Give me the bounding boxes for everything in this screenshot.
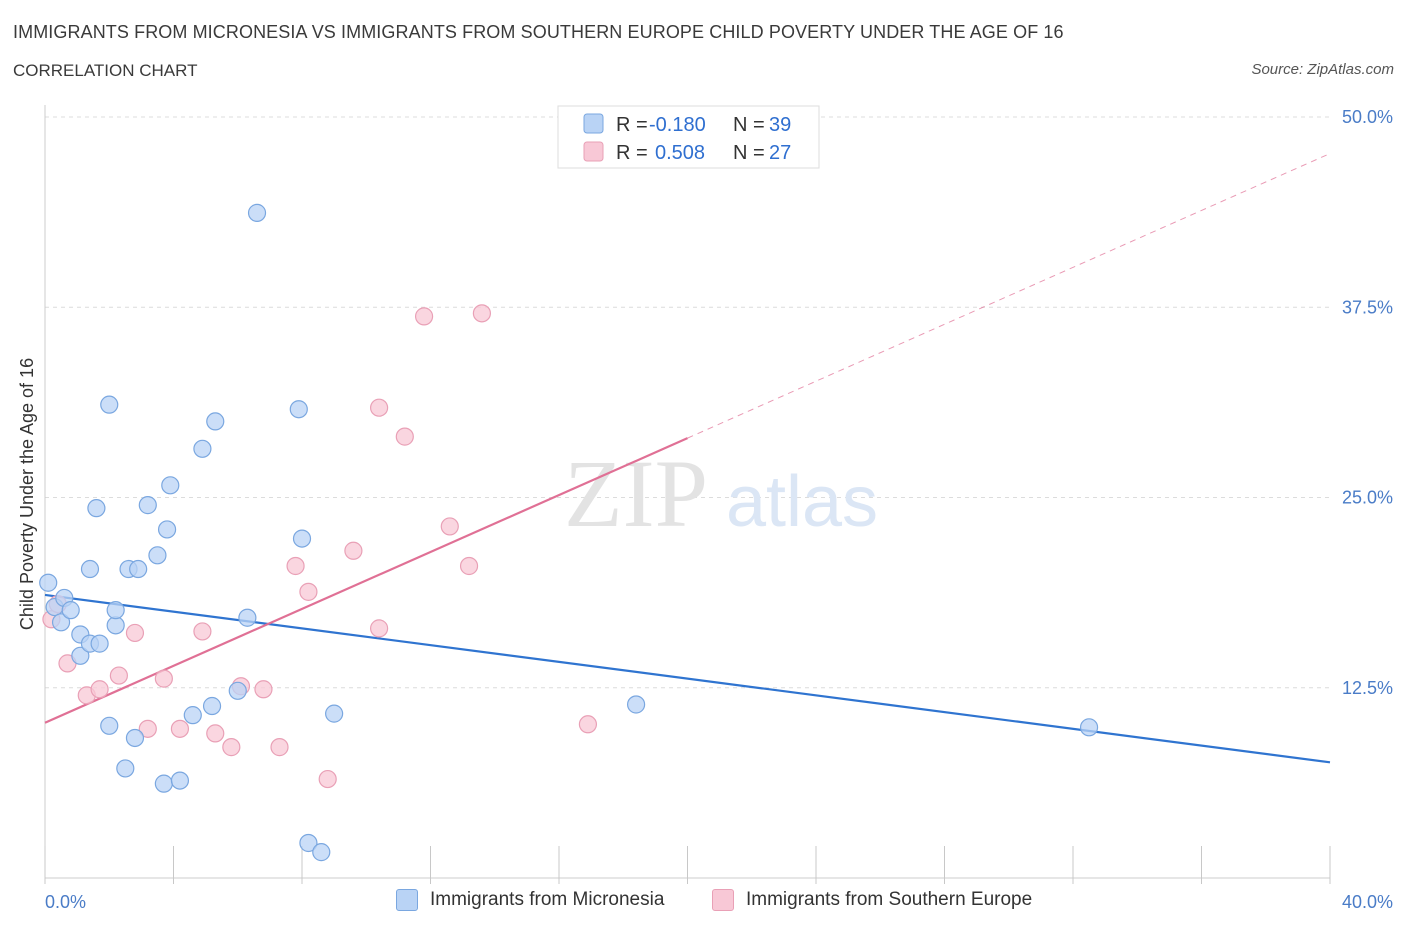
- data-point-micronesia: [170, 771, 190, 790]
- data-point-micronesia: [202, 696, 222, 716]
- trend-line-extension-series-2: [687, 153, 1331, 439]
- data-point-micronesia: [116, 759, 135, 778]
- legend-label-micronesia: Immigrants from Micronesia: [430, 889, 665, 910]
- stats-legend-r-value-2: 0.508: [655, 142, 705, 164]
- stats-legend-n-label-1: N =: [733, 114, 765, 136]
- data-point-southern-europe: [90, 680, 109, 699]
- data-point-southern-europe: [578, 715, 598, 734]
- trend-line-series-2: [44, 437, 688, 724]
- legend-swatch-micronesia: [396, 889, 418, 911]
- data-point-southern-europe: [170, 719, 190, 738]
- data-point-micronesia: [100, 395, 119, 414]
- data-point-micronesia: [312, 843, 331, 862]
- data-point-southern-europe: [344, 541, 363, 560]
- data-point-southern-europe: [125, 623, 145, 643]
- chart-subtitle: CORRELATION CHART: [13, 61, 198, 80]
- data-point-micronesia: [289, 400, 308, 419]
- data-point-micronesia: [148, 546, 167, 565]
- data-point-micronesia: [90, 634, 109, 653]
- data-point-southern-europe: [109, 666, 128, 685]
- data-point-micronesia: [626, 695, 646, 714]
- data-point-micronesia: [161, 476, 180, 495]
- stats-legend-swatch-southern-europe: [583, 141, 604, 162]
- data-point-southern-europe: [395, 427, 414, 446]
- data-point-micronesia: [80, 559, 100, 579]
- legend-label-southern-europe: Immigrants from Southern Europe: [746, 889, 1033, 910]
- data-point-southern-europe: [370, 398, 389, 417]
- data-point-micronesia: [157, 520, 177, 539]
- data-point-southern-europe: [414, 307, 434, 326]
- x-tick-label-max: 40.0%: [1342, 892, 1393, 912]
- data-point-micronesia: [138, 496, 157, 515]
- stats-legend-n-value-1: 39: [769, 114, 791, 136]
- data-point-micronesia: [106, 601, 125, 620]
- data-point-southern-europe: [254, 680, 273, 699]
- stats-legend-n-value-2: 27: [769, 142, 791, 164]
- chart-title: IMMIGRANTS FROM MICRONESIA VS IMMIGRANTS…: [13, 22, 1064, 42]
- x-tick-label-min: 0.0%: [45, 892, 86, 912]
- data-point-southern-europe: [472, 304, 491, 323]
- y-tick-label: 25.0%: [1342, 488, 1393, 508]
- watermark-atlas: atlas: [726, 462, 878, 542]
- stats-legend-r-label-1: R =: [616, 114, 648, 136]
- data-point-southern-europe: [270, 738, 289, 757]
- data-point-micronesia: [61, 601, 80, 620]
- y-axis-title: Child Poverty Under the Age of 16: [17, 358, 37, 630]
- data-point-micronesia: [1079, 718, 1099, 737]
- data-point-southern-europe: [193, 622, 212, 641]
- data-point-micronesia: [154, 774, 173, 793]
- data-point-southern-europe: [459, 556, 479, 576]
- data-point-southern-europe: [286, 556, 305, 576]
- watermark: ZIP atlas: [564, 440, 878, 547]
- data-point-micronesia: [51, 613, 71, 632]
- data-point-southern-europe: [222, 738, 241, 757]
- legend-swatch-southern-europe: [712, 889, 734, 911]
- source-credit: Source: ZipAtlas.com: [1251, 61, 1394, 78]
- stats-legend-r-label-2: R =: [616, 142, 648, 164]
- y-tick-label: 37.5%: [1342, 297, 1393, 317]
- data-point-southern-europe: [370, 619, 389, 638]
- data-point-micronesia: [247, 203, 267, 222]
- data-point-micronesia: [129, 559, 148, 579]
- data-point-southern-europe: [206, 724, 225, 743]
- stats-legend-r-value-1: -0.180: [649, 114, 706, 136]
- data-point-southern-europe: [318, 769, 337, 789]
- data-point-southern-europe: [138, 719, 157, 738]
- data-point-micronesia: [325, 704, 344, 723]
- watermark-zip: ZIP: [564, 440, 708, 547]
- data-point-micronesia: [100, 716, 119, 735]
- stats-legend-swatch-micronesia: [583, 113, 604, 134]
- points-layer: [39, 203, 1099, 862]
- data-point-micronesia: [87, 499, 106, 518]
- data-point-micronesia: [206, 412, 225, 431]
- y-tick-label: 12.5%: [1342, 678, 1393, 698]
- data-point-micronesia: [292, 529, 312, 548]
- axis-layer: [44, 105, 1331, 884]
- trend-layer: [44, 153, 1331, 764]
- data-point-southern-europe: [299, 582, 318, 601]
- data-point-southern-europe: [154, 669, 173, 688]
- y-tick-label: 50.0%: [1342, 107, 1393, 127]
- data-point-micronesia: [183, 706, 202, 725]
- data-point-micronesia: [193, 439, 212, 458]
- legend-item-micronesia[interactable]: Immigrants from Micronesia: [396, 889, 664, 911]
- data-point-micronesia: [238, 608, 257, 627]
- data-point-southern-europe: [440, 517, 459, 536]
- data-point-micronesia: [228, 681, 247, 700]
- stats-legend-n-label-2: N =: [733, 142, 765, 164]
- data-point-micronesia: [106, 616, 125, 635]
- stats-legend: R = -0.180 N = 39 R = 0.508 N = 27: [557, 105, 820, 169]
- legend-item-southern-europe[interactable]: Immigrants from Southern Europe: [712, 889, 1032, 911]
- trend-line-series-1: [44, 593, 1331, 764]
- data-point-micronesia: [125, 728, 145, 748]
- data-point-micronesia: [39, 573, 58, 592]
- data-point-micronesia: [71, 646, 90, 665]
- data-point-micronesia: [299, 833, 318, 853]
